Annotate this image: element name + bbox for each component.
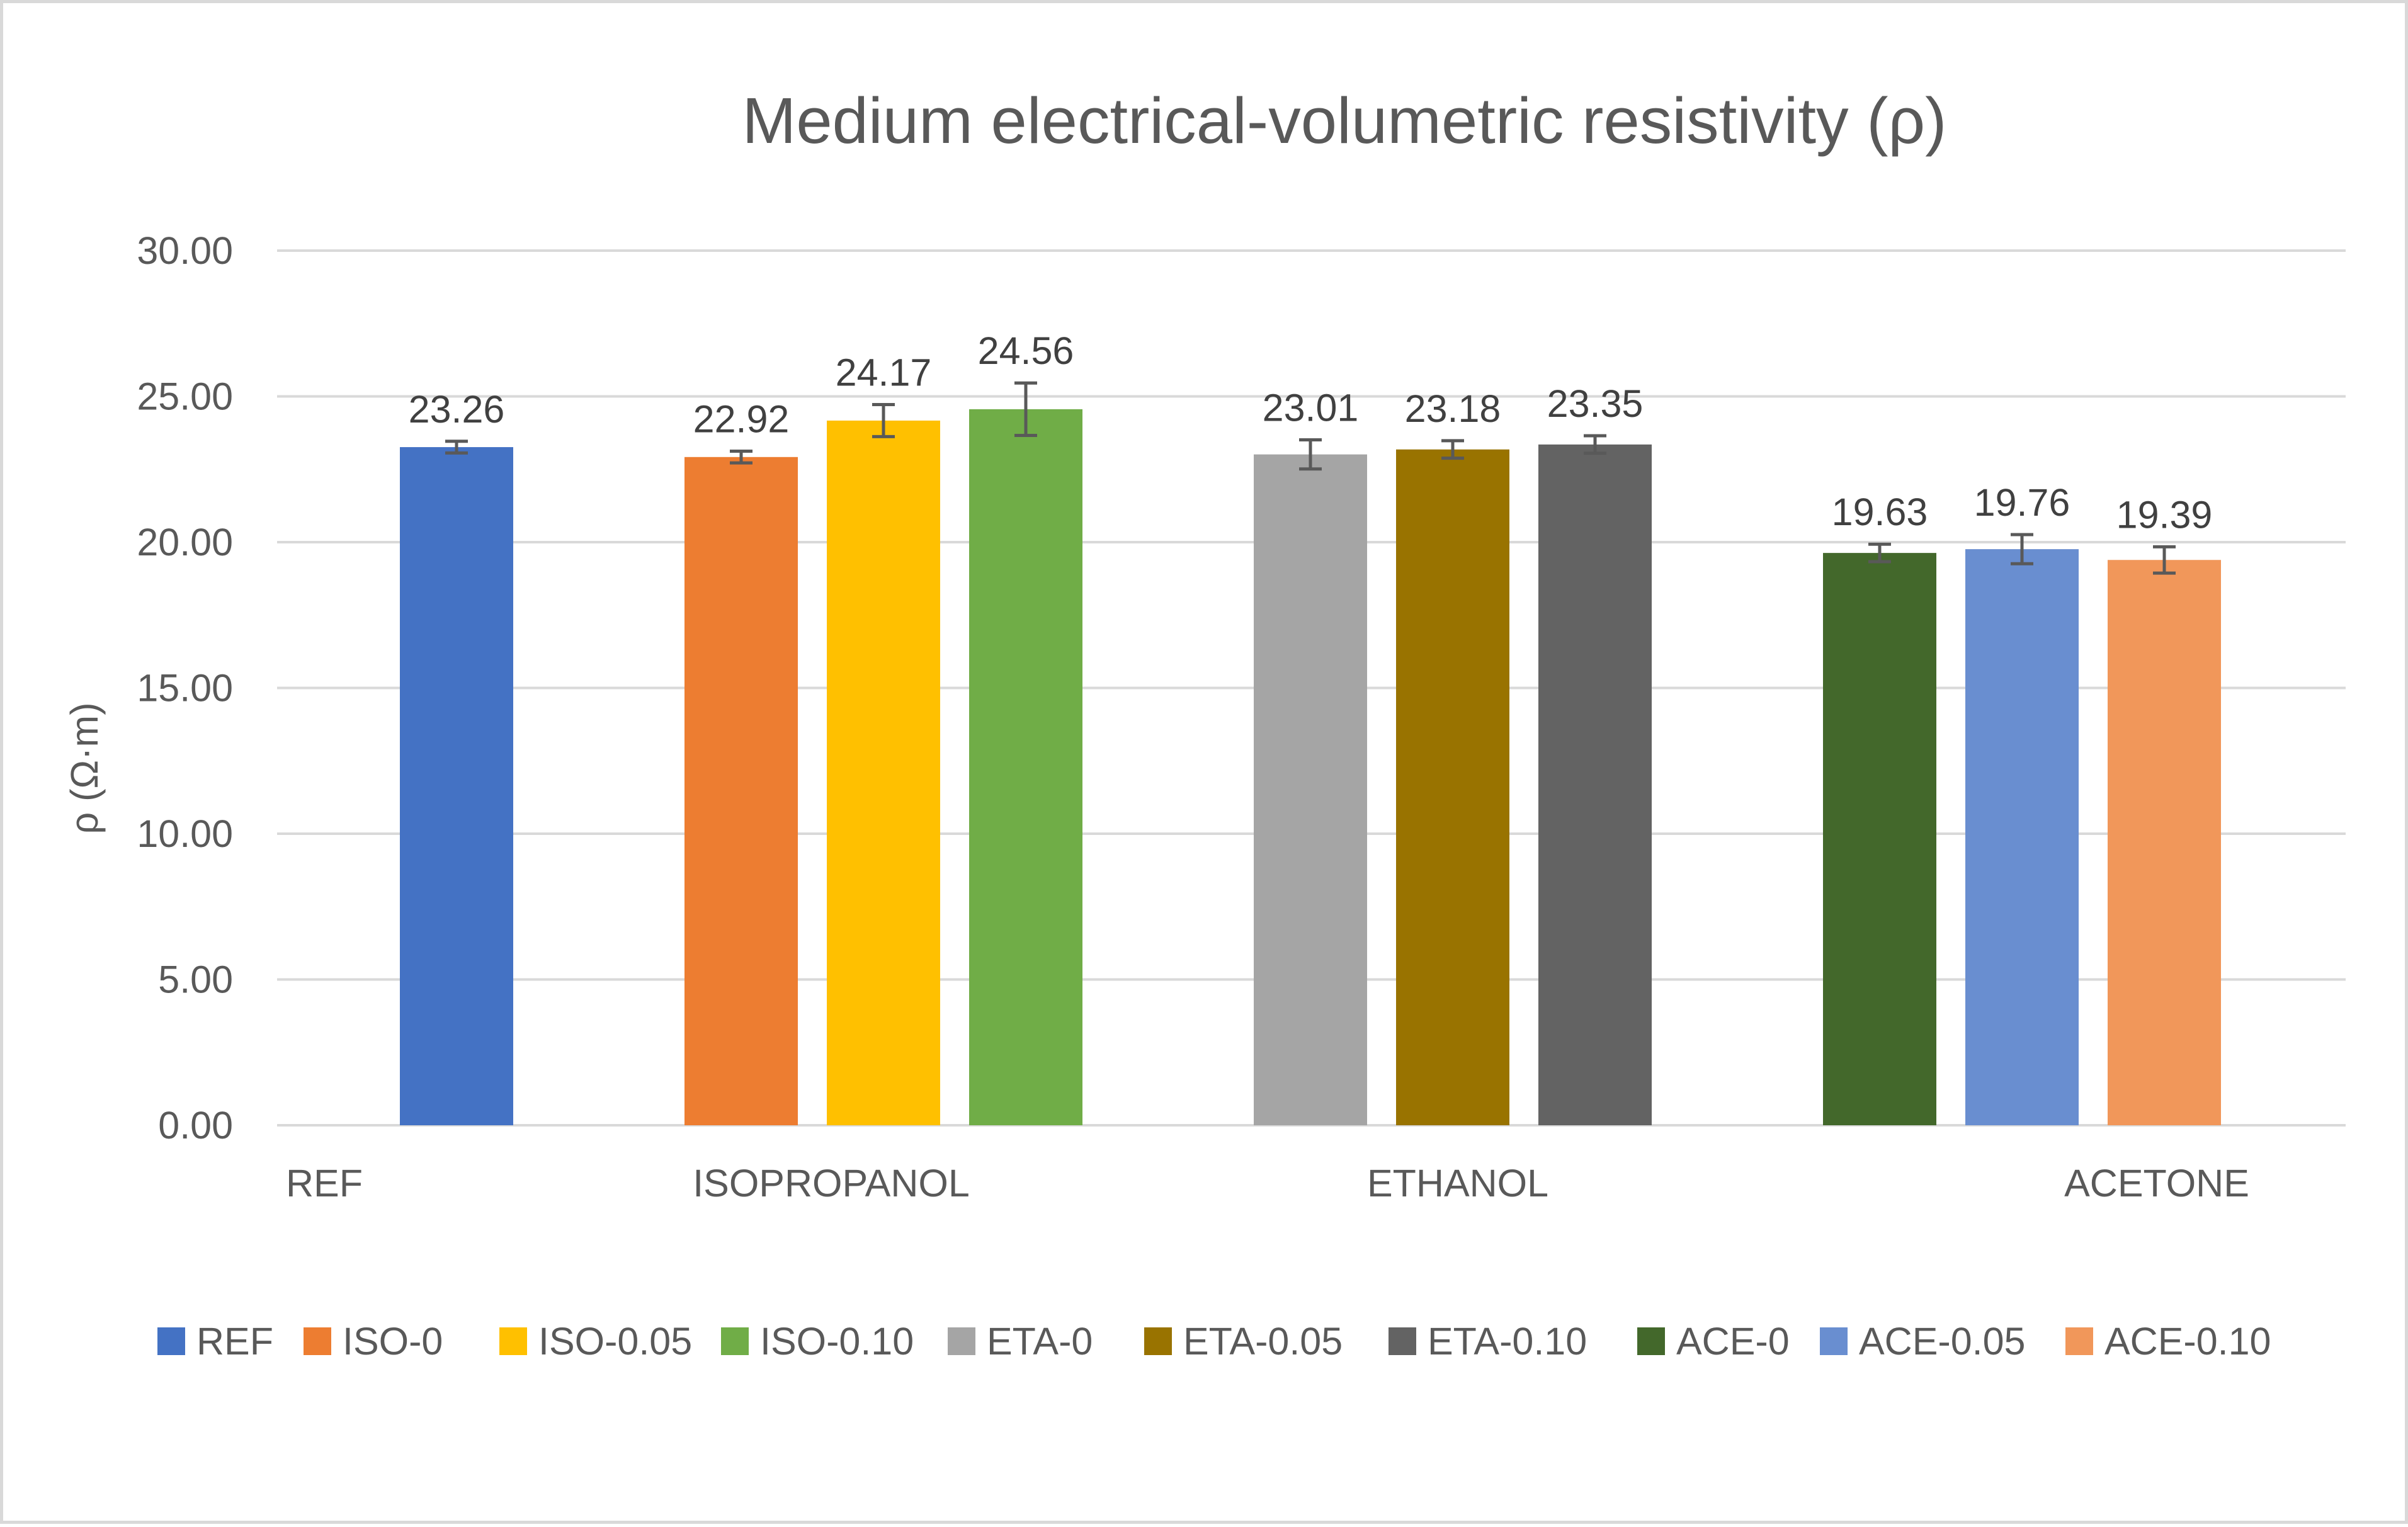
data-label: 23.18	[1405, 387, 1501, 430]
error-bars	[445, 381, 2176, 575]
data-label: 19.63	[1832, 491, 1928, 533]
legend-item-iso-0: ISO-0	[304, 1320, 443, 1363]
bar-eta-0	[1254, 454, 1367, 1126]
y-axis-label: ρ (Ω·m)	[63, 702, 106, 834]
legend-label: ACE-0	[1676, 1320, 1790, 1363]
legend-swatch	[1389, 1327, 1416, 1355]
y-tick-label: 30.00	[137, 229, 233, 272]
y-tick-label: 0.00	[158, 1104, 233, 1147]
bars	[400, 409, 2221, 1126]
chart-title: Medium electrical-volumetric resistivity…	[742, 84, 1947, 157]
legend: REF ISO-0 ISO-0.05 ISO-0.10 ETA-0 ETA-0.05 ETA…	[157, 1320, 2271, 1363]
x-category-label: ACETONE	[2064, 1162, 2249, 1205]
x-category-label: ETHANOL	[1367, 1162, 1548, 1205]
data-label: 19.39	[2116, 493, 2213, 536]
x-category-label: REF	[286, 1162, 363, 1205]
error-bar	[1299, 438, 1322, 471]
x-axis-categories: REF ISOPROPANOL ETHANOL ACETONE	[286, 1162, 2249, 1205]
error-bar	[872, 402, 895, 438]
legend-item-ace-0: ACE-0	[1637, 1320, 1790, 1363]
data-label: 23.35	[1547, 382, 1644, 425]
legend-item-eta-0: ETA-0	[948, 1320, 1093, 1363]
legend-swatch	[1820, 1327, 1848, 1355]
y-tick-label: 20.00	[137, 521, 233, 564]
legend-label: ACE-0.10	[2104, 1320, 2271, 1363]
legend-item-iso-010: ISO-0.10	[721, 1320, 914, 1363]
error-bar	[1014, 381, 1037, 438]
bar-iso-0	[684, 457, 798, 1126]
bar-ace-0	[1823, 553, 1936, 1125]
legend-swatch	[499, 1327, 527, 1355]
bar-iso-005	[827, 420, 940, 1126]
legend-label: ACE-0.05	[1859, 1320, 2025, 1363]
legend-label: ETA-0.05	[1183, 1320, 1343, 1363]
legend-swatch	[157, 1327, 185, 1355]
data-label: 23.01	[1263, 386, 1359, 429]
legend-label: ISO-0.10	[760, 1320, 914, 1363]
bar-eta-010	[1538, 444, 1652, 1125]
legend-label: ETA-0	[987, 1320, 1093, 1363]
error-bar	[2153, 545, 2176, 575]
legend-swatch	[721, 1327, 749, 1355]
bar-chart: Medium electrical-volumetric resistivity…	[63, 84, 2346, 1363]
x-category-label: ISOPROPANOL	[693, 1162, 970, 1205]
legend-item-ace-010: ACE-0.10	[2065, 1320, 2271, 1363]
legend-label: ISO-0.05	[538, 1320, 692, 1363]
error-bar	[1584, 434, 1606, 455]
error-bar	[2011, 533, 2033, 565]
legend-swatch	[2065, 1327, 2093, 1355]
legend-swatch	[304, 1327, 331, 1355]
bar-iso-010	[969, 409, 1082, 1125]
legend-item-ace-005: ACE-0.05	[1820, 1320, 2025, 1363]
legend-label: ISO-0	[343, 1320, 443, 1363]
y-axis-ticks: 0.00 5.00 10.00 15.00 20.00 25.00 30.00	[137, 229, 233, 1147]
error-bar	[1868, 542, 1891, 564]
legend-label: REF	[196, 1320, 273, 1363]
y-tick-label: 10.00	[137, 812, 233, 855]
legend-swatch	[948, 1327, 975, 1355]
legend-label: ETA-0.10	[1428, 1320, 1587, 1363]
error-bar	[1441, 439, 1464, 460]
bar-ace-005	[1965, 549, 2079, 1125]
legend-swatch	[1637, 1327, 1665, 1355]
data-labels: 23.26 22.92 24.17 24.56 23.01 23.18 23.35 19.63…	[409, 329, 2213, 536]
y-tick-label: 5.00	[158, 958, 233, 1001]
legend-swatch	[1144, 1327, 1172, 1355]
data-label: 24.17	[836, 351, 932, 394]
error-bar	[445, 440, 468, 455]
data-label: 24.56	[978, 329, 1074, 372]
bar-ref	[400, 447, 513, 1125]
bar-eta-005	[1396, 449, 1509, 1125]
y-tick-label: 15.00	[137, 667, 233, 710]
data-label: 22.92	[693, 398, 790, 441]
legend-item-iso-005: ISO-0.05	[499, 1320, 692, 1363]
bar-ace-010	[2108, 560, 2221, 1125]
legend-item-ref: REF	[157, 1320, 273, 1363]
error-bar	[730, 450, 752, 465]
data-label: 23.26	[409, 388, 505, 431]
y-tick-label: 25.00	[137, 375, 233, 418]
legend-item-eta-005: ETA-0.05	[1144, 1320, 1343, 1363]
legend-item-eta-010: ETA-0.10	[1389, 1320, 1587, 1363]
data-label: 19.76	[1974, 481, 2070, 524]
